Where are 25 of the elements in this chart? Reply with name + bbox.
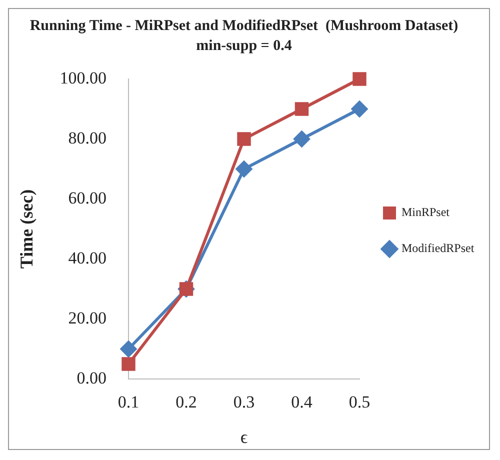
y-tick-label: 40.00	[68, 248, 106, 268]
point	[294, 102, 309, 116]
point	[293, 130, 310, 148]
point	[352, 72, 366, 86]
y-tick-label: 80.00	[68, 128, 106, 148]
chart-title: Running Time - MiRPset and ModifiedRPset (Mushroom Dataset)	[30, 18, 458, 34]
y-tick-label: 60.00	[68, 188, 106, 208]
legend-label: MinRPset	[402, 205, 450, 220]
y-tick-label: 100.00	[60, 68, 106, 88]
x-tick-label: 0.2	[176, 392, 197, 412]
chart-subtitle: min-supp = 0.4	[196, 38, 292, 54]
x-tick-label: 0.3	[233, 392, 255, 412]
point	[120, 340, 137, 358]
y-tick-label: 0.00	[76, 368, 106, 388]
point	[122, 357, 136, 371]
y-axis-title: Time (sec)	[16, 189, 36, 269]
x-tick-label: 0.1	[118, 392, 140, 412]
y-tick-label: 20.00	[68, 308, 106, 328]
x-tick-label: 0.4	[291, 392, 313, 412]
point	[237, 132, 251, 146]
x-axis-title: ϵ	[240, 426, 248, 447]
point	[351, 100, 368, 118]
legend-label: ModifiedRPset	[402, 241, 475, 256]
point	[236, 160, 252, 178]
x-tick-label: 0.5	[348, 392, 370, 412]
